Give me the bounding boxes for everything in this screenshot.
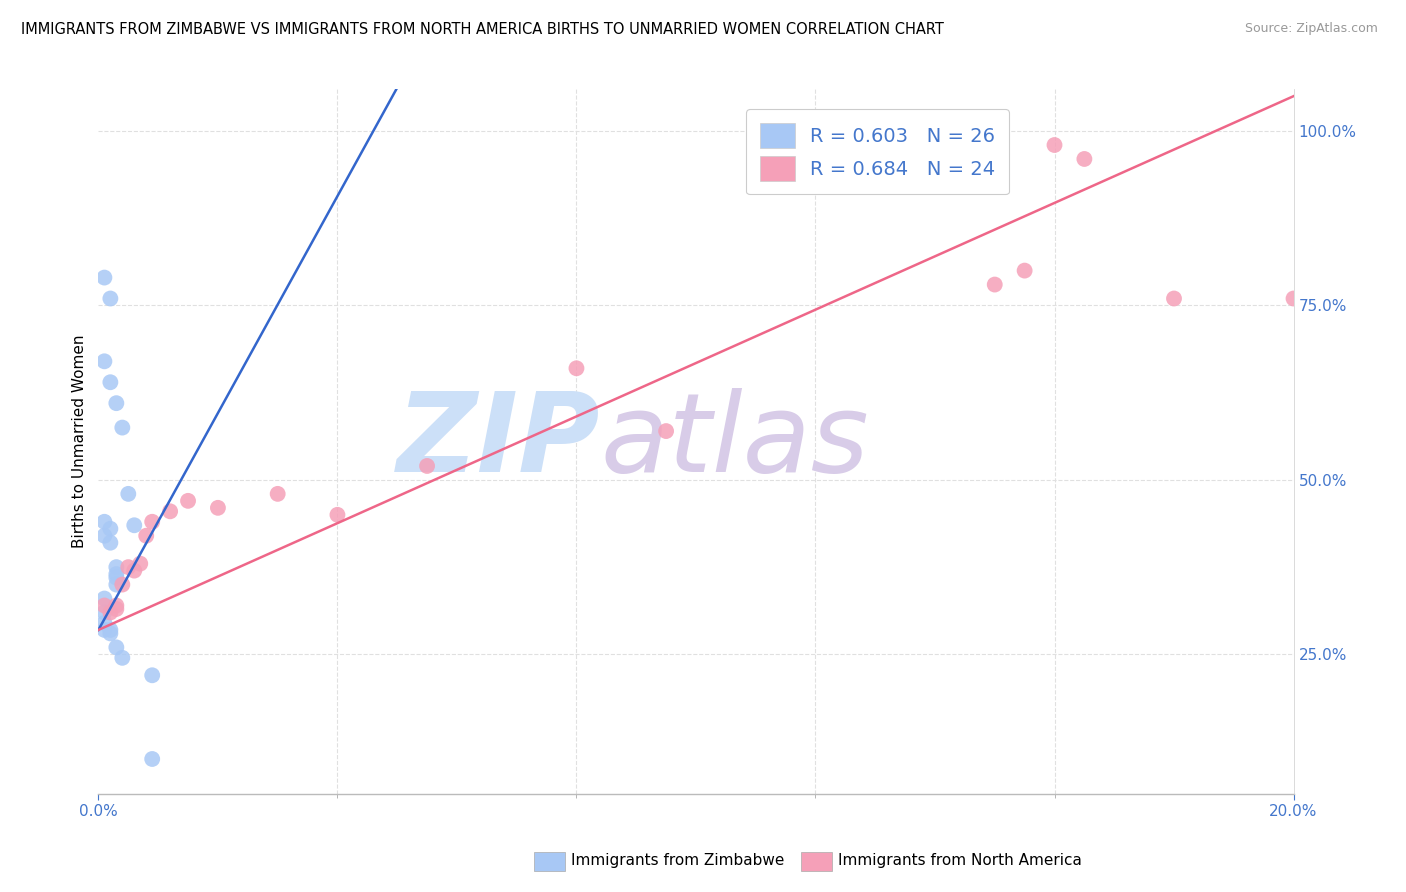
Point bbox=[105, 396, 128, 410]
Point bbox=[105, 599, 128, 613]
Text: IMMIGRANTS FROM ZIMBABWE VS IMMIGRANTS FROM NORTH AMERICA BIRTHS TO UNMARRIED WO: IMMIGRANTS FROM ZIMBABWE VS IMMIGRANTS F… bbox=[21, 22, 943, 37]
Text: Source: ZipAtlas.com: Source: ZipAtlas.com bbox=[1244, 22, 1378, 36]
Legend: R = 0.603   N = 26, R = 0.684   N = 24: R = 0.603 N = 26, R = 0.684 N = 24 bbox=[747, 110, 1010, 194]
Point bbox=[141, 668, 163, 682]
Point bbox=[117, 560, 139, 574]
Point bbox=[93, 623, 115, 637]
Point bbox=[98, 292, 122, 306]
Point bbox=[105, 560, 128, 574]
Point bbox=[98, 623, 122, 637]
Point bbox=[93, 515, 115, 529]
Point bbox=[93, 591, 115, 606]
Point bbox=[98, 626, 122, 640]
Point bbox=[565, 361, 588, 376]
Text: atlas: atlas bbox=[600, 388, 869, 495]
Point bbox=[93, 354, 115, 368]
Point bbox=[98, 606, 122, 620]
Point bbox=[159, 504, 181, 518]
Point bbox=[326, 508, 349, 522]
Point bbox=[177, 493, 200, 508]
Point bbox=[98, 535, 122, 549]
Point bbox=[111, 650, 134, 665]
Point bbox=[111, 577, 134, 591]
Point bbox=[655, 424, 678, 438]
Point bbox=[117, 487, 139, 501]
Point bbox=[105, 577, 128, 591]
Point bbox=[105, 567, 128, 582]
Point bbox=[98, 522, 122, 536]
Text: ZIP: ZIP bbox=[396, 388, 600, 495]
Point bbox=[1163, 292, 1185, 306]
Y-axis label: Births to Unmarried Women: Births to Unmarried Women bbox=[72, 334, 87, 549]
Point bbox=[93, 606, 115, 620]
Point bbox=[1073, 152, 1095, 166]
Point bbox=[124, 564, 146, 578]
Text: Immigrants from North America: Immigrants from North America bbox=[838, 854, 1081, 868]
Point bbox=[105, 640, 128, 655]
Point bbox=[267, 487, 290, 501]
Point bbox=[984, 277, 1007, 292]
Point bbox=[93, 270, 115, 285]
Point bbox=[93, 599, 115, 613]
Point bbox=[111, 420, 134, 434]
Point bbox=[141, 752, 163, 766]
Point bbox=[129, 557, 152, 571]
Text: Immigrants from Zimbabwe: Immigrants from Zimbabwe bbox=[571, 854, 785, 868]
Point bbox=[135, 529, 157, 543]
Point bbox=[105, 571, 128, 585]
Point bbox=[98, 376, 122, 390]
Point bbox=[416, 458, 439, 473]
Point bbox=[1282, 292, 1305, 306]
Point bbox=[207, 500, 229, 515]
Point bbox=[124, 518, 146, 533]
Point bbox=[93, 529, 115, 543]
Point bbox=[141, 515, 163, 529]
Point bbox=[1043, 138, 1066, 153]
Point bbox=[1014, 263, 1036, 277]
Point bbox=[105, 602, 128, 616]
Point bbox=[93, 615, 115, 630]
